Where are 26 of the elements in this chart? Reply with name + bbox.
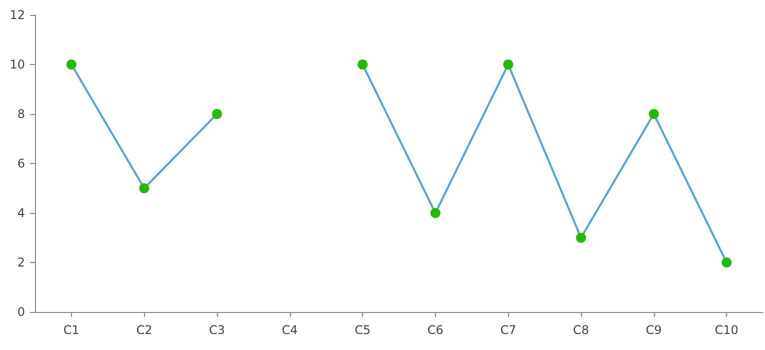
y-tick-label: 6: [17, 156, 25, 170]
point: [503, 60, 514, 70]
x-tick-label: C8: [572, 323, 590, 337]
point: [139, 183, 150, 194]
x-tick-label: C7: [500, 323, 516, 337]
x-tick-label: C5: [354, 323, 371, 337]
x-tick-label: C3: [208, 323, 226, 337]
y-tick-label: 10: [10, 58, 25, 72]
x-tick-label: C9: [646, 323, 662, 337]
x-tick-label: C4: [282, 323, 298, 337]
x-tick-label: C2: [136, 323, 152, 337]
x-tick-label: C6: [427, 323, 444, 337]
y-tick-label: 12: [10, 8, 25, 22]
point: [358, 60, 368, 70]
y-tick-label: 8: [17, 107, 25, 121]
point: [430, 208, 440, 218]
x-tick-label: C10: [714, 323, 738, 337]
point: [722, 258, 732, 268]
y-tick-label: 2: [17, 256, 25, 270]
y-tick-label: 0: [17, 305, 25, 319]
point: [212, 109, 222, 119]
point: [66, 60, 76, 70]
y-tick-label: 4: [17, 206, 25, 220]
x-tick-label: C1: [63, 323, 80, 337]
point: [576, 232, 586, 243]
point: [648, 109, 659, 119]
